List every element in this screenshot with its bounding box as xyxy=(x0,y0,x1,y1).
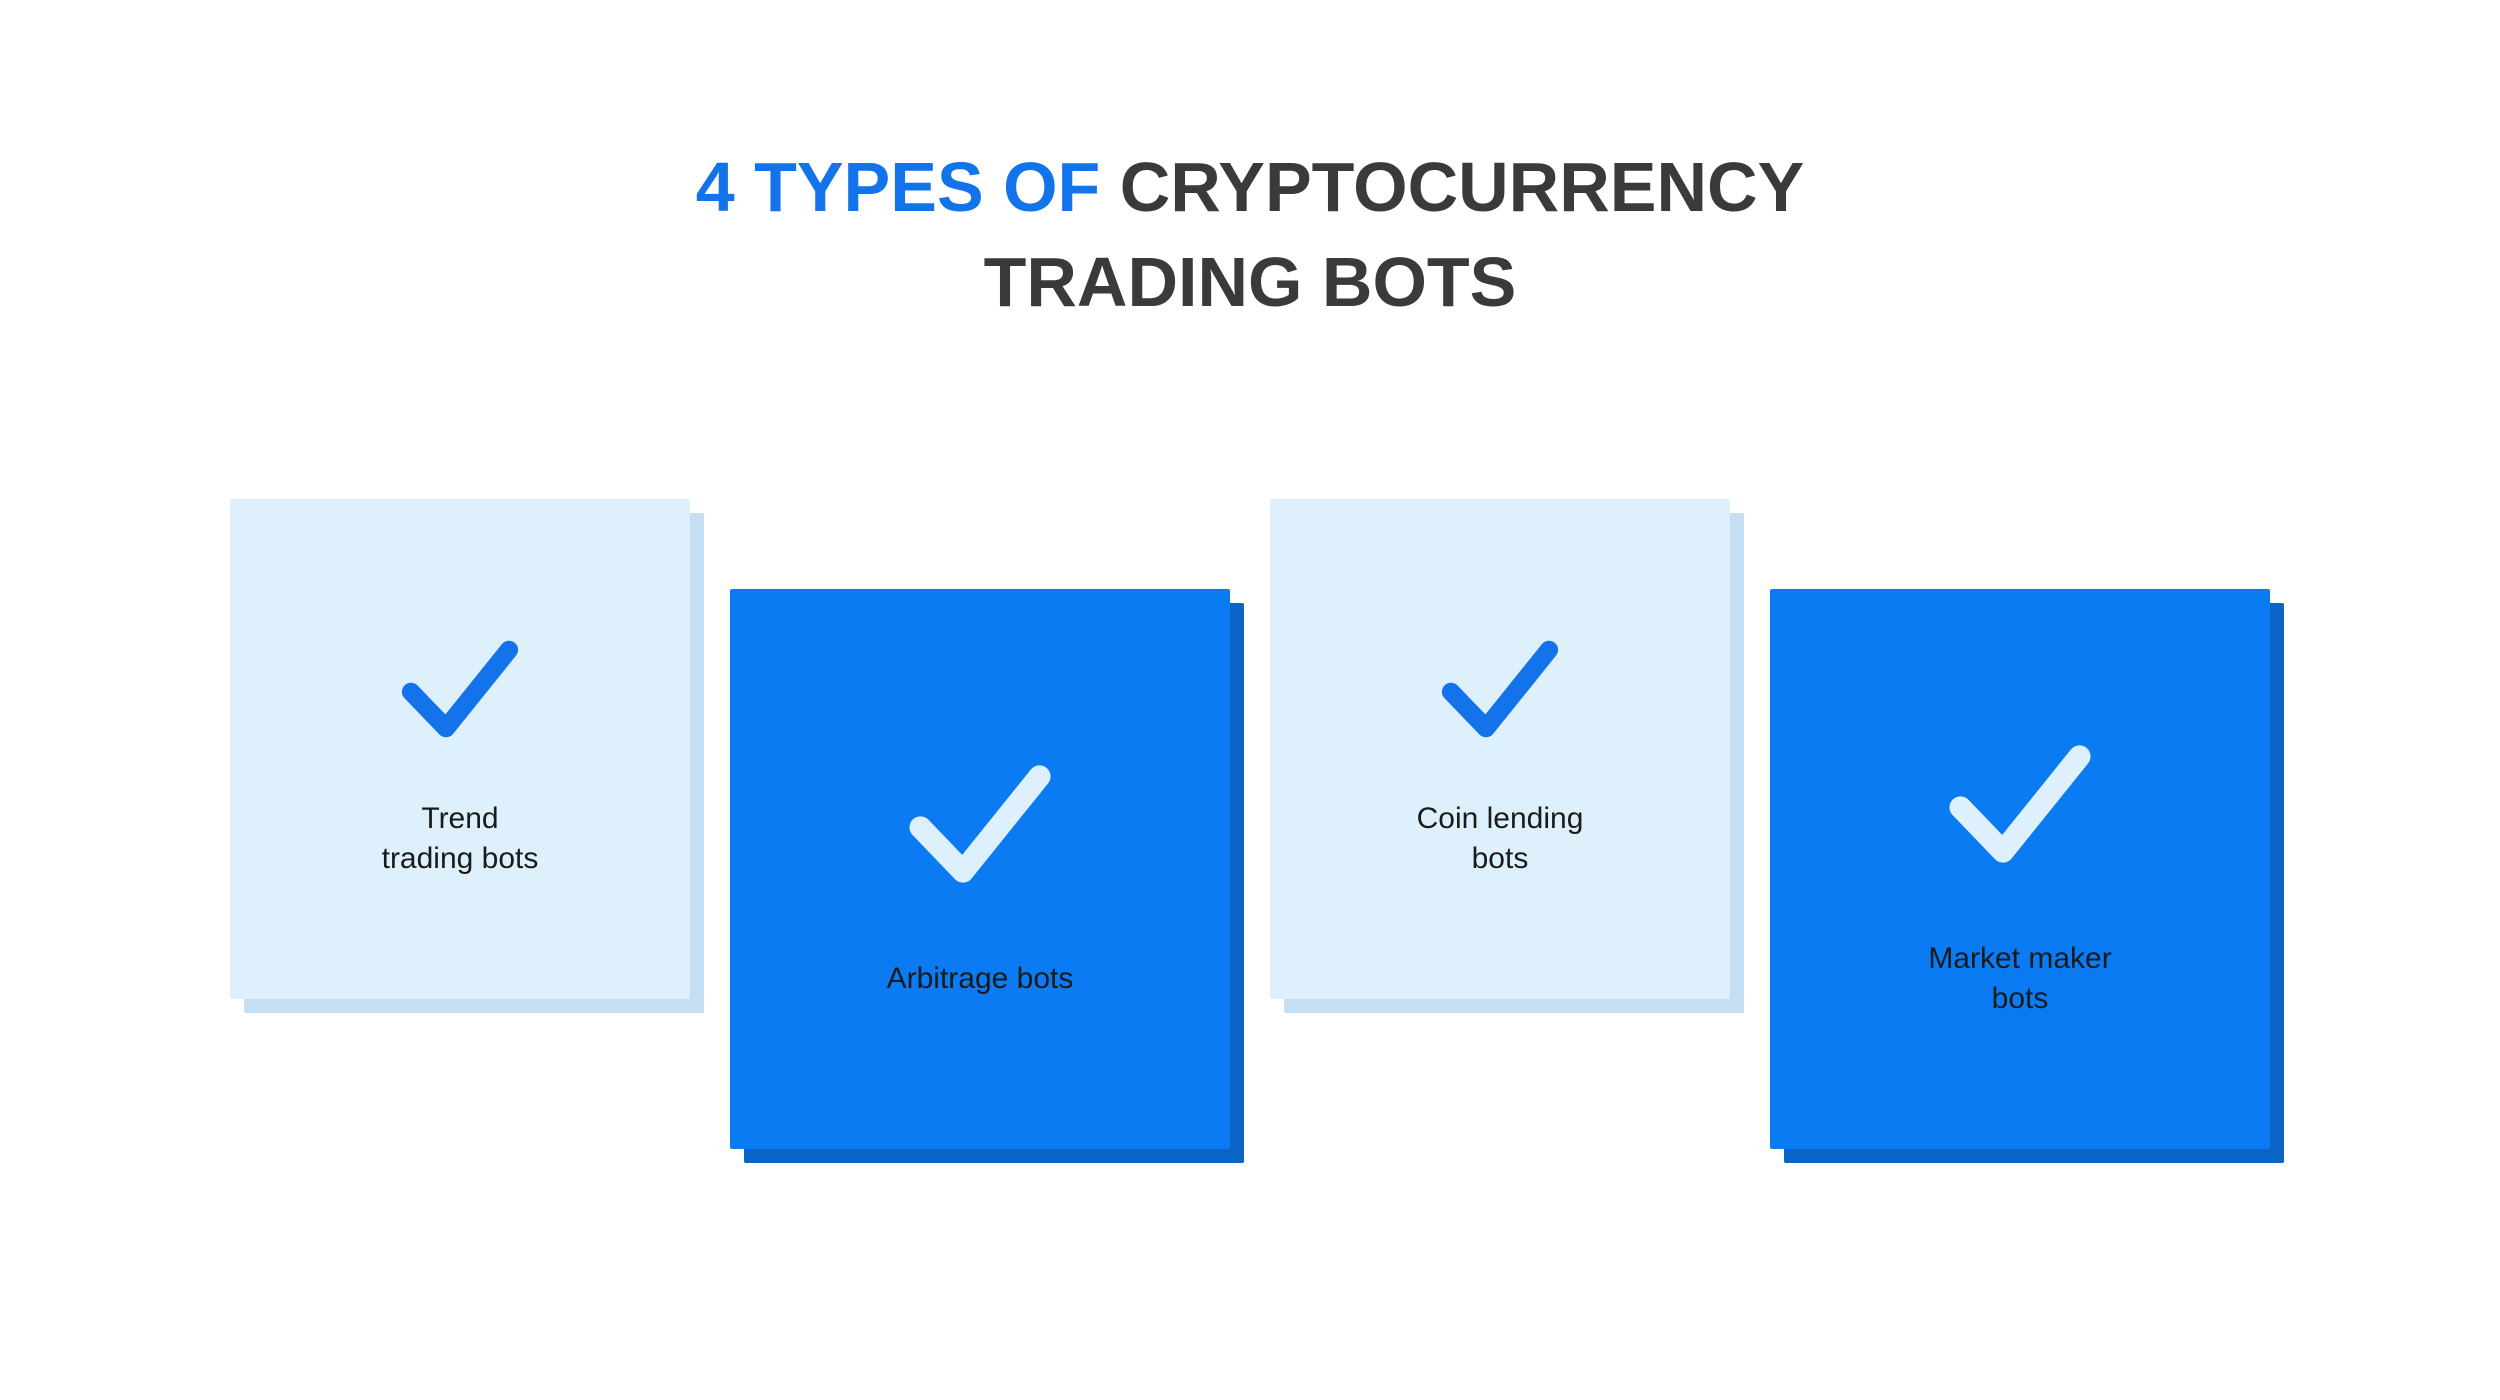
check-icon xyxy=(895,739,1065,909)
card-market-maker: Market maker bots xyxy=(1770,589,2270,1149)
card-arbitrage: Arbitrage bots xyxy=(730,589,1230,1149)
card-label: Trend trading bots xyxy=(382,799,539,880)
title-rest-line1: CRYPTOCURRENCY xyxy=(1100,148,1804,226)
card-label: Coin lending bots xyxy=(1417,799,1584,880)
card-trend-trading: Trend trading bots xyxy=(230,499,690,999)
infographic-title: 4 TYPES OF CRYPTOCURRENCY TRADING BOTS xyxy=(696,140,1805,329)
card-body: Coin lending bots xyxy=(1270,499,1730,999)
card-coin-lending: Coin lending bots xyxy=(1270,499,1730,999)
check-icon xyxy=(1935,719,2105,889)
card-label: Market maker bots xyxy=(1928,939,2111,1020)
cards-row: Trend trading bots Arbitrage bots Coin l… xyxy=(230,499,2270,1149)
card-body: Arbitrage bots xyxy=(730,589,1230,1149)
card-label: Arbitrage bots xyxy=(887,959,1074,1000)
title-accent: 4 TYPES OF xyxy=(696,148,1101,226)
check-icon xyxy=(1430,619,1570,759)
card-body: Trend trading bots xyxy=(230,499,690,999)
card-body: Market maker bots xyxy=(1770,589,2270,1149)
title-rest-line2: TRADING BOTS xyxy=(696,235,1805,330)
check-icon xyxy=(390,619,530,759)
